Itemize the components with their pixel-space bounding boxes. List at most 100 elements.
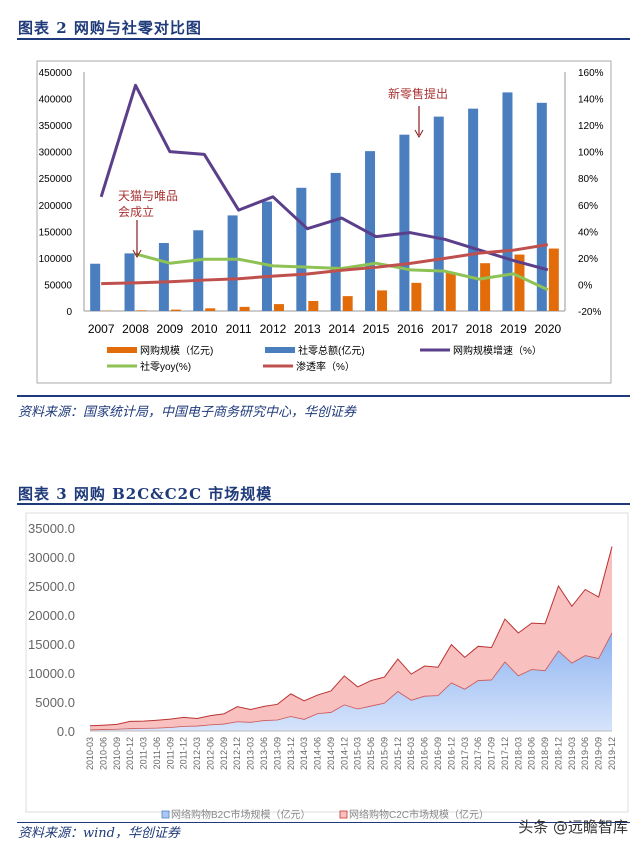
line-retail-yoy	[135, 252, 549, 292]
annotation-tmall-line2: 会成立	[118, 204, 154, 219]
x-tick-label: 2017-09	[487, 737, 497, 770]
legend-swatch	[420, 348, 450, 352]
bar-online-scale	[411, 282, 422, 311]
bar-retail-total	[468, 108, 479, 311]
x-tick-label: 2018-06	[527, 737, 537, 770]
x-tick-label: 2010-03	[85, 737, 95, 770]
x-tick-label: 2008	[122, 322, 149, 336]
left-tick-label: 450000	[39, 68, 73, 79]
bar-online-scale	[273, 304, 284, 311]
x-tick-label: 2012-03	[192, 737, 202, 770]
bar-online-scale	[377, 290, 388, 311]
x-tick-label: 2014-03	[299, 737, 309, 770]
x-tick-label: 2013	[294, 322, 321, 336]
bar-online-scale	[136, 310, 147, 311]
legend-swatch	[107, 364, 137, 368]
x-tick-label: 2009	[157, 322, 184, 336]
x-tick-label: 2014-12	[339, 737, 349, 770]
watermark: 头条 @远瞻智库	[518, 818, 628, 836]
bar-retail-total	[227, 215, 238, 311]
x-tick-label: 2012-09	[219, 737, 229, 770]
legend-label: 渗透率（%）	[296, 360, 355, 373]
bar-retail-total	[193, 230, 204, 311]
arrow-head-icon	[414, 129, 424, 139]
x-tick-label: 2013-06	[259, 737, 269, 770]
line-penetration	[101, 243, 549, 286]
x-tick-label: 2011	[226, 322, 252, 336]
x-tick-label: 2013-03	[246, 737, 256, 770]
right-tick-label: 0%	[578, 280, 593, 291]
x-tick-label: 2007	[88, 322, 115, 336]
x-tick-label: 2019-03	[567, 737, 577, 770]
line-online-growth	[99, 83, 549, 272]
x-tick-label: 2014-09	[326, 737, 336, 770]
legend-label: 网购规模增速（%）	[453, 344, 542, 357]
left-tick-label: 150000	[39, 227, 73, 238]
x-tick-label: 2016-03	[406, 737, 416, 770]
x-tick-label: 2015-03	[353, 737, 363, 770]
bar-online-scale	[445, 272, 456, 311]
x-tick-label: 2010-09	[112, 737, 122, 770]
x-tick-label: 2019-12	[607, 737, 617, 770]
bar-online-scale	[170, 309, 181, 311]
bar-online-scale	[548, 248, 559, 311]
area-b2c-outline	[89, 632, 613, 731]
x-tick-label: 2018-09	[540, 737, 550, 770]
x-tick-label: 2014-06	[313, 737, 323, 770]
x-tick-label: 2018	[466, 322, 493, 336]
y-tick-label: 15000.0	[28, 637, 75, 652]
left-tick-label: 300000	[39, 148, 73, 159]
legend-label: 社零yoy(%)	[140, 360, 191, 373]
figure-2-title: 图表 2 网购与社零对比图	[18, 19, 202, 37]
right-tick-label: 20%	[578, 254, 598, 265]
arrow-head-icon	[132, 249, 142, 259]
right-tick-label: 100%	[578, 148, 604, 159]
x-tick-label: 2018-12	[553, 737, 563, 770]
area-b2c	[90, 632, 612, 731]
y-tick-label: 35000.0	[28, 521, 75, 536]
x-tick-label: 2016	[397, 322, 424, 336]
bar-retail-total	[399, 134, 410, 311]
x-tick-label: 2020	[534, 322, 561, 336]
y-tick-label: 25000.0	[28, 579, 75, 594]
legend-label: 社零总额(亿元)	[298, 344, 365, 357]
legend-label: 网购规模（亿元)	[140, 344, 213, 357]
x-tick-label: 2013-09	[272, 737, 282, 770]
x-tick-label: 2015-12	[393, 737, 403, 770]
bar-online-scale	[308, 300, 319, 311]
x-tick-label: 2014	[328, 322, 355, 336]
chart-1-svg: 0 50000 100000 150000 200000 250000 300000 3500…	[36, 60, 612, 384]
bar-online-scale	[342, 296, 353, 311]
x-tick-label: 2019-09	[594, 737, 604, 770]
x-tick-label: 2012-12	[232, 737, 242, 770]
x-tick-label: 2010-06	[98, 737, 108, 770]
figure-3-title: 图表 3 网购 B2C&C2C 市场规模	[18, 485, 273, 503]
annotation-tmall: 天猫与唯品	[118, 189, 178, 203]
x-tick-label: 2016-06	[420, 737, 430, 770]
legend-swatch	[107, 347, 137, 353]
x-tick-label: 2017	[431, 322, 458, 336]
x-tick-label: 2015-09	[379, 737, 389, 770]
source-rule	[17, 395, 630, 397]
area-c2c	[90, 546, 612, 730]
bar-retail-total	[158, 243, 169, 311]
bar-online-scale	[480, 263, 491, 311]
bar-online-scale	[205, 308, 216, 311]
x-tick-label: 2016-12	[446, 737, 456, 770]
bar-retail-total	[365, 151, 376, 311]
title-rule	[17, 503, 630, 505]
x-tick-label: 2013-12	[286, 737, 296, 770]
x-tick-label: 2016-09	[433, 737, 443, 770]
legend-label: 网络购物B2C市场规模（亿元）	[171, 808, 310, 821]
right-tick-label: 60%	[578, 201, 598, 212]
x-tick-label: 2012-06	[205, 737, 215, 770]
bar-retail-total	[433, 116, 444, 311]
left-tick-label: 200000	[39, 201, 73, 212]
x-tick-label: 2018-03	[513, 737, 523, 770]
bar-retail-total	[261, 201, 272, 311]
x-tick-label: 2017-12	[500, 737, 510, 770]
bar-online-scale	[514, 254, 525, 311]
x-tick-label: 2011-12	[179, 737, 189, 769]
y-tick-label: 0.0	[57, 724, 75, 739]
